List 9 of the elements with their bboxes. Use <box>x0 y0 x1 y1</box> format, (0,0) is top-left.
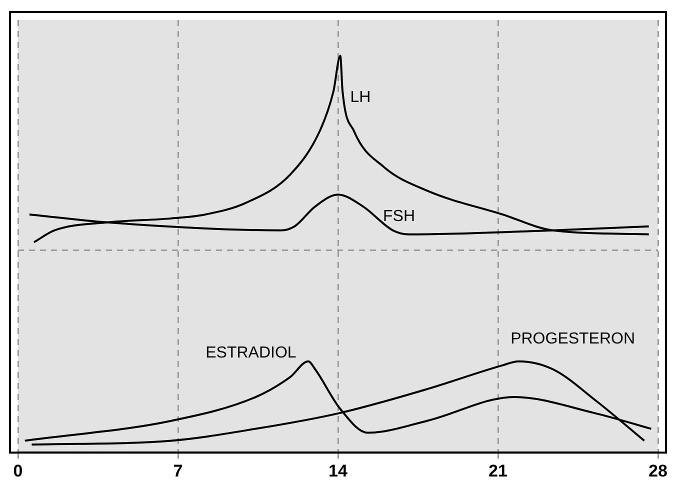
series-label: FSH <box>383 208 415 226</box>
x-tick-label: 0 <box>13 461 23 480</box>
x-tick-label: 21 <box>488 461 508 480</box>
x-tick-label: 28 <box>648 461 668 480</box>
series-label: ESTRADIOL <box>206 344 296 362</box>
x-tick-label: 14 <box>328 461 348 480</box>
series-label: PROGESTERON <box>510 330 636 348</box>
series-label: LH <box>350 89 371 106</box>
x-tick-label: 7 <box>173 461 183 480</box>
